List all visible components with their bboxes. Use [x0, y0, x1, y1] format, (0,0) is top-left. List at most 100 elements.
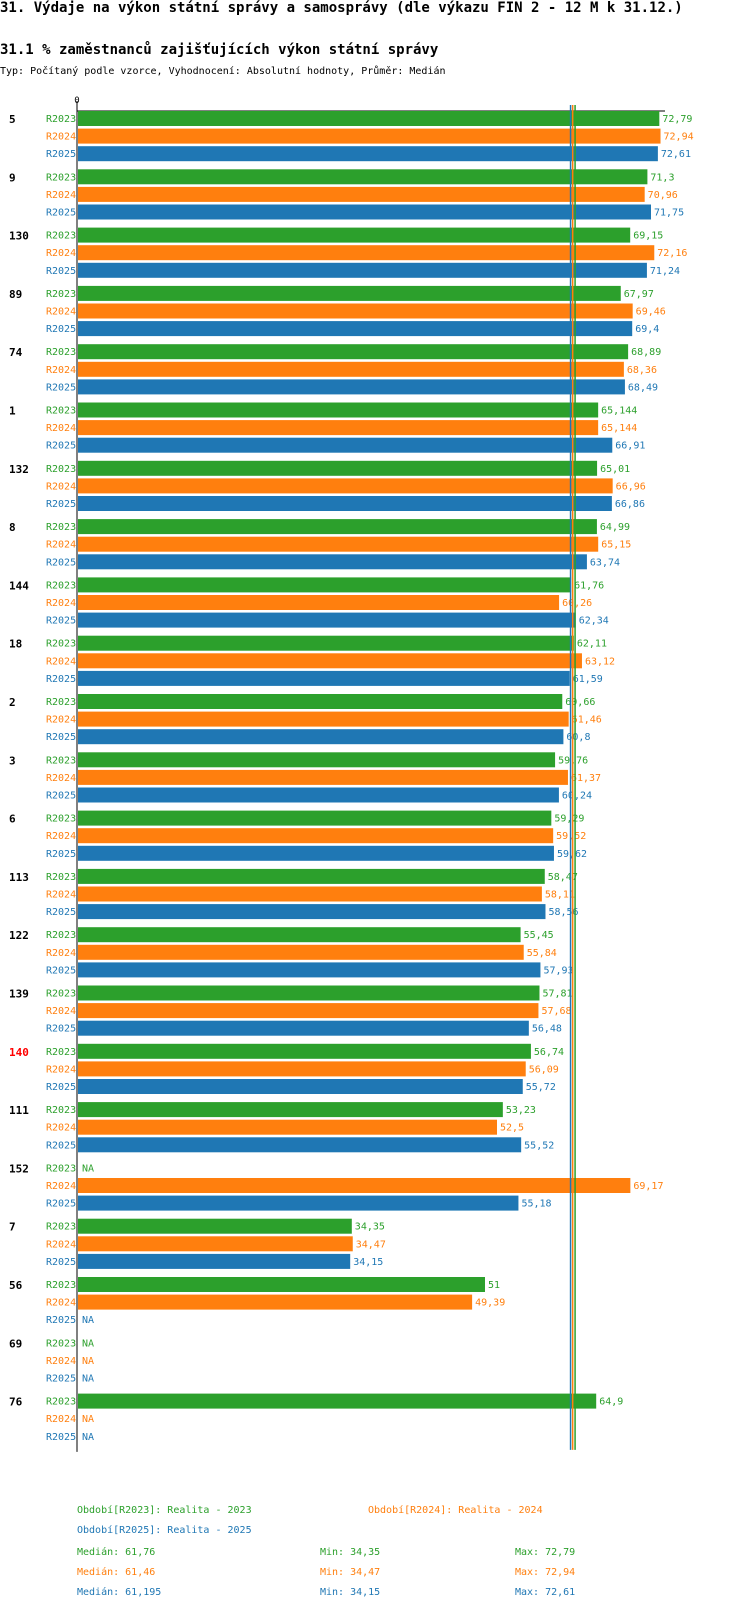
value-label: 56,09 — [529, 1064, 559, 1075]
series-label: R2024 — [46, 248, 76, 259]
series-label: R2025 — [46, 1257, 76, 1268]
bar — [78, 227, 631, 243]
series-label: R2023 — [46, 172, 76, 183]
series-label: R2023 — [46, 1280, 76, 1291]
value-label: 70,96 — [648, 190, 678, 201]
series-label: R2025 — [46, 907, 76, 918]
series-label: R2024 — [46, 890, 76, 901]
series-label: R2024 — [46, 1239, 76, 1250]
series-label: R2025 — [46, 382, 76, 393]
bar — [78, 1137, 522, 1153]
value-label: 72,61 — [661, 149, 691, 160]
value-label: 68,49 — [628, 382, 658, 393]
series-label: R2025 — [46, 441, 76, 452]
series-label: R2023 — [46, 1397, 76, 1408]
value-label: 57,93 — [543, 965, 573, 976]
bar — [78, 146, 658, 162]
stat-min-r2025: Min: 34,15 — [320, 1587, 381, 1598]
value-label: 34,35 — [355, 1222, 385, 1233]
value-label: 59,29 — [554, 814, 584, 825]
bar — [78, 1253, 351, 1269]
series-label: R2024 — [46, 540, 76, 551]
series-label: R2023 — [46, 755, 76, 766]
value-label: 60,66 — [565, 697, 595, 708]
value-label: 72,16 — [657, 248, 687, 259]
stat-median-r2023: Medián: 61,76 — [77, 1547, 156, 1558]
bar — [78, 886, 542, 902]
bar — [78, 787, 559, 803]
series-label: R2023 — [46, 347, 76, 358]
group-label: 76 — [9, 1396, 23, 1409]
value-label: 58,47 — [548, 872, 578, 883]
value-label: NA — [82, 1432, 94, 1443]
chart-subtitle: 31.1 % zaměstnanců zajišťujících výkon s… — [0, 42, 439, 58]
series-label: R2025 — [46, 1315, 76, 1326]
value-label: 68,36 — [627, 365, 657, 376]
bar — [78, 186, 645, 202]
bar — [78, 1003, 539, 1019]
bar — [78, 1102, 503, 1118]
value-label: 56,48 — [532, 1024, 562, 1035]
series-label: R2025 — [46, 849, 76, 860]
series-label: R2023 — [46, 814, 76, 825]
value-label: 34,15 — [353, 1257, 383, 1268]
series-label: R2024 — [46, 307, 76, 318]
bar — [78, 595, 560, 610]
bar — [78, 344, 629, 360]
value-label: 66,86 — [615, 499, 645, 510]
value-label: 52,5 — [500, 1123, 524, 1134]
value-label: NA — [82, 1338, 94, 1349]
bar — [78, 111, 660, 126]
value-label: 69,4 — [635, 324, 659, 335]
group-label: 89 — [9, 288, 22, 301]
series-label: R2023 — [46, 639, 76, 650]
group-label: 144 — [9, 579, 29, 592]
group-label: 139 — [9, 988, 29, 1001]
series-label: R2023 — [46, 522, 76, 533]
series-label: R2023 — [46, 697, 76, 708]
series-label: R2024 — [46, 1356, 76, 1367]
value-label: 66,96 — [616, 481, 646, 492]
series-label: R2025 — [46, 266, 76, 277]
group-label: 9 — [9, 171, 16, 184]
series-label: R2024 — [46, 1414, 76, 1425]
bar — [78, 612, 576, 628]
bar — [78, 460, 598, 476]
series-label: R2024 — [46, 831, 76, 842]
group-label: 74 — [9, 346, 23, 359]
bar — [78, 1393, 597, 1409]
value-label: 61,59 — [573, 674, 603, 685]
series-label: R2023 — [46, 1222, 76, 1233]
series-label: R2025 — [46, 965, 76, 976]
stat-max-r2025: Max: 72,61 — [515, 1587, 576, 1598]
bar — [78, 653, 582, 669]
value-label: NA — [82, 1374, 94, 1385]
series-label: R2025 — [46, 791, 76, 802]
series-label: R2024 — [46, 365, 76, 376]
series-label: R2025 — [46, 732, 76, 743]
bar — [78, 927, 521, 943]
value-label: 62,34 — [579, 616, 609, 627]
group-label: 3 — [9, 754, 16, 767]
bar — [78, 577, 572, 593]
value-label: 65,144 — [601, 423, 637, 434]
bar — [78, 752, 556, 768]
series-label: R2024 — [46, 656, 76, 667]
value-label: 71,75 — [654, 208, 684, 219]
series-label: R2024 — [46, 773, 76, 784]
bar — [78, 496, 612, 511]
value-label: 63,12 — [585, 656, 615, 667]
series-label: R2025 — [46, 149, 76, 160]
value-label: 55,18 — [521, 1199, 551, 1210]
stat-median-r2024: Medián: 61,46 — [77, 1567, 156, 1578]
series-label: R2025 — [46, 674, 76, 685]
bar — [78, 437, 613, 453]
bar — [78, 1043, 531, 1059]
bar — [78, 1277, 485, 1292]
value-label: 64,9 — [599, 1397, 623, 1408]
bar — [78, 694, 563, 709]
value-label: 57,81 — [542, 989, 572, 1000]
stat-median-r2025: Medián: 61,195 — [77, 1587, 162, 1598]
series-label: R2023 — [46, 872, 76, 883]
